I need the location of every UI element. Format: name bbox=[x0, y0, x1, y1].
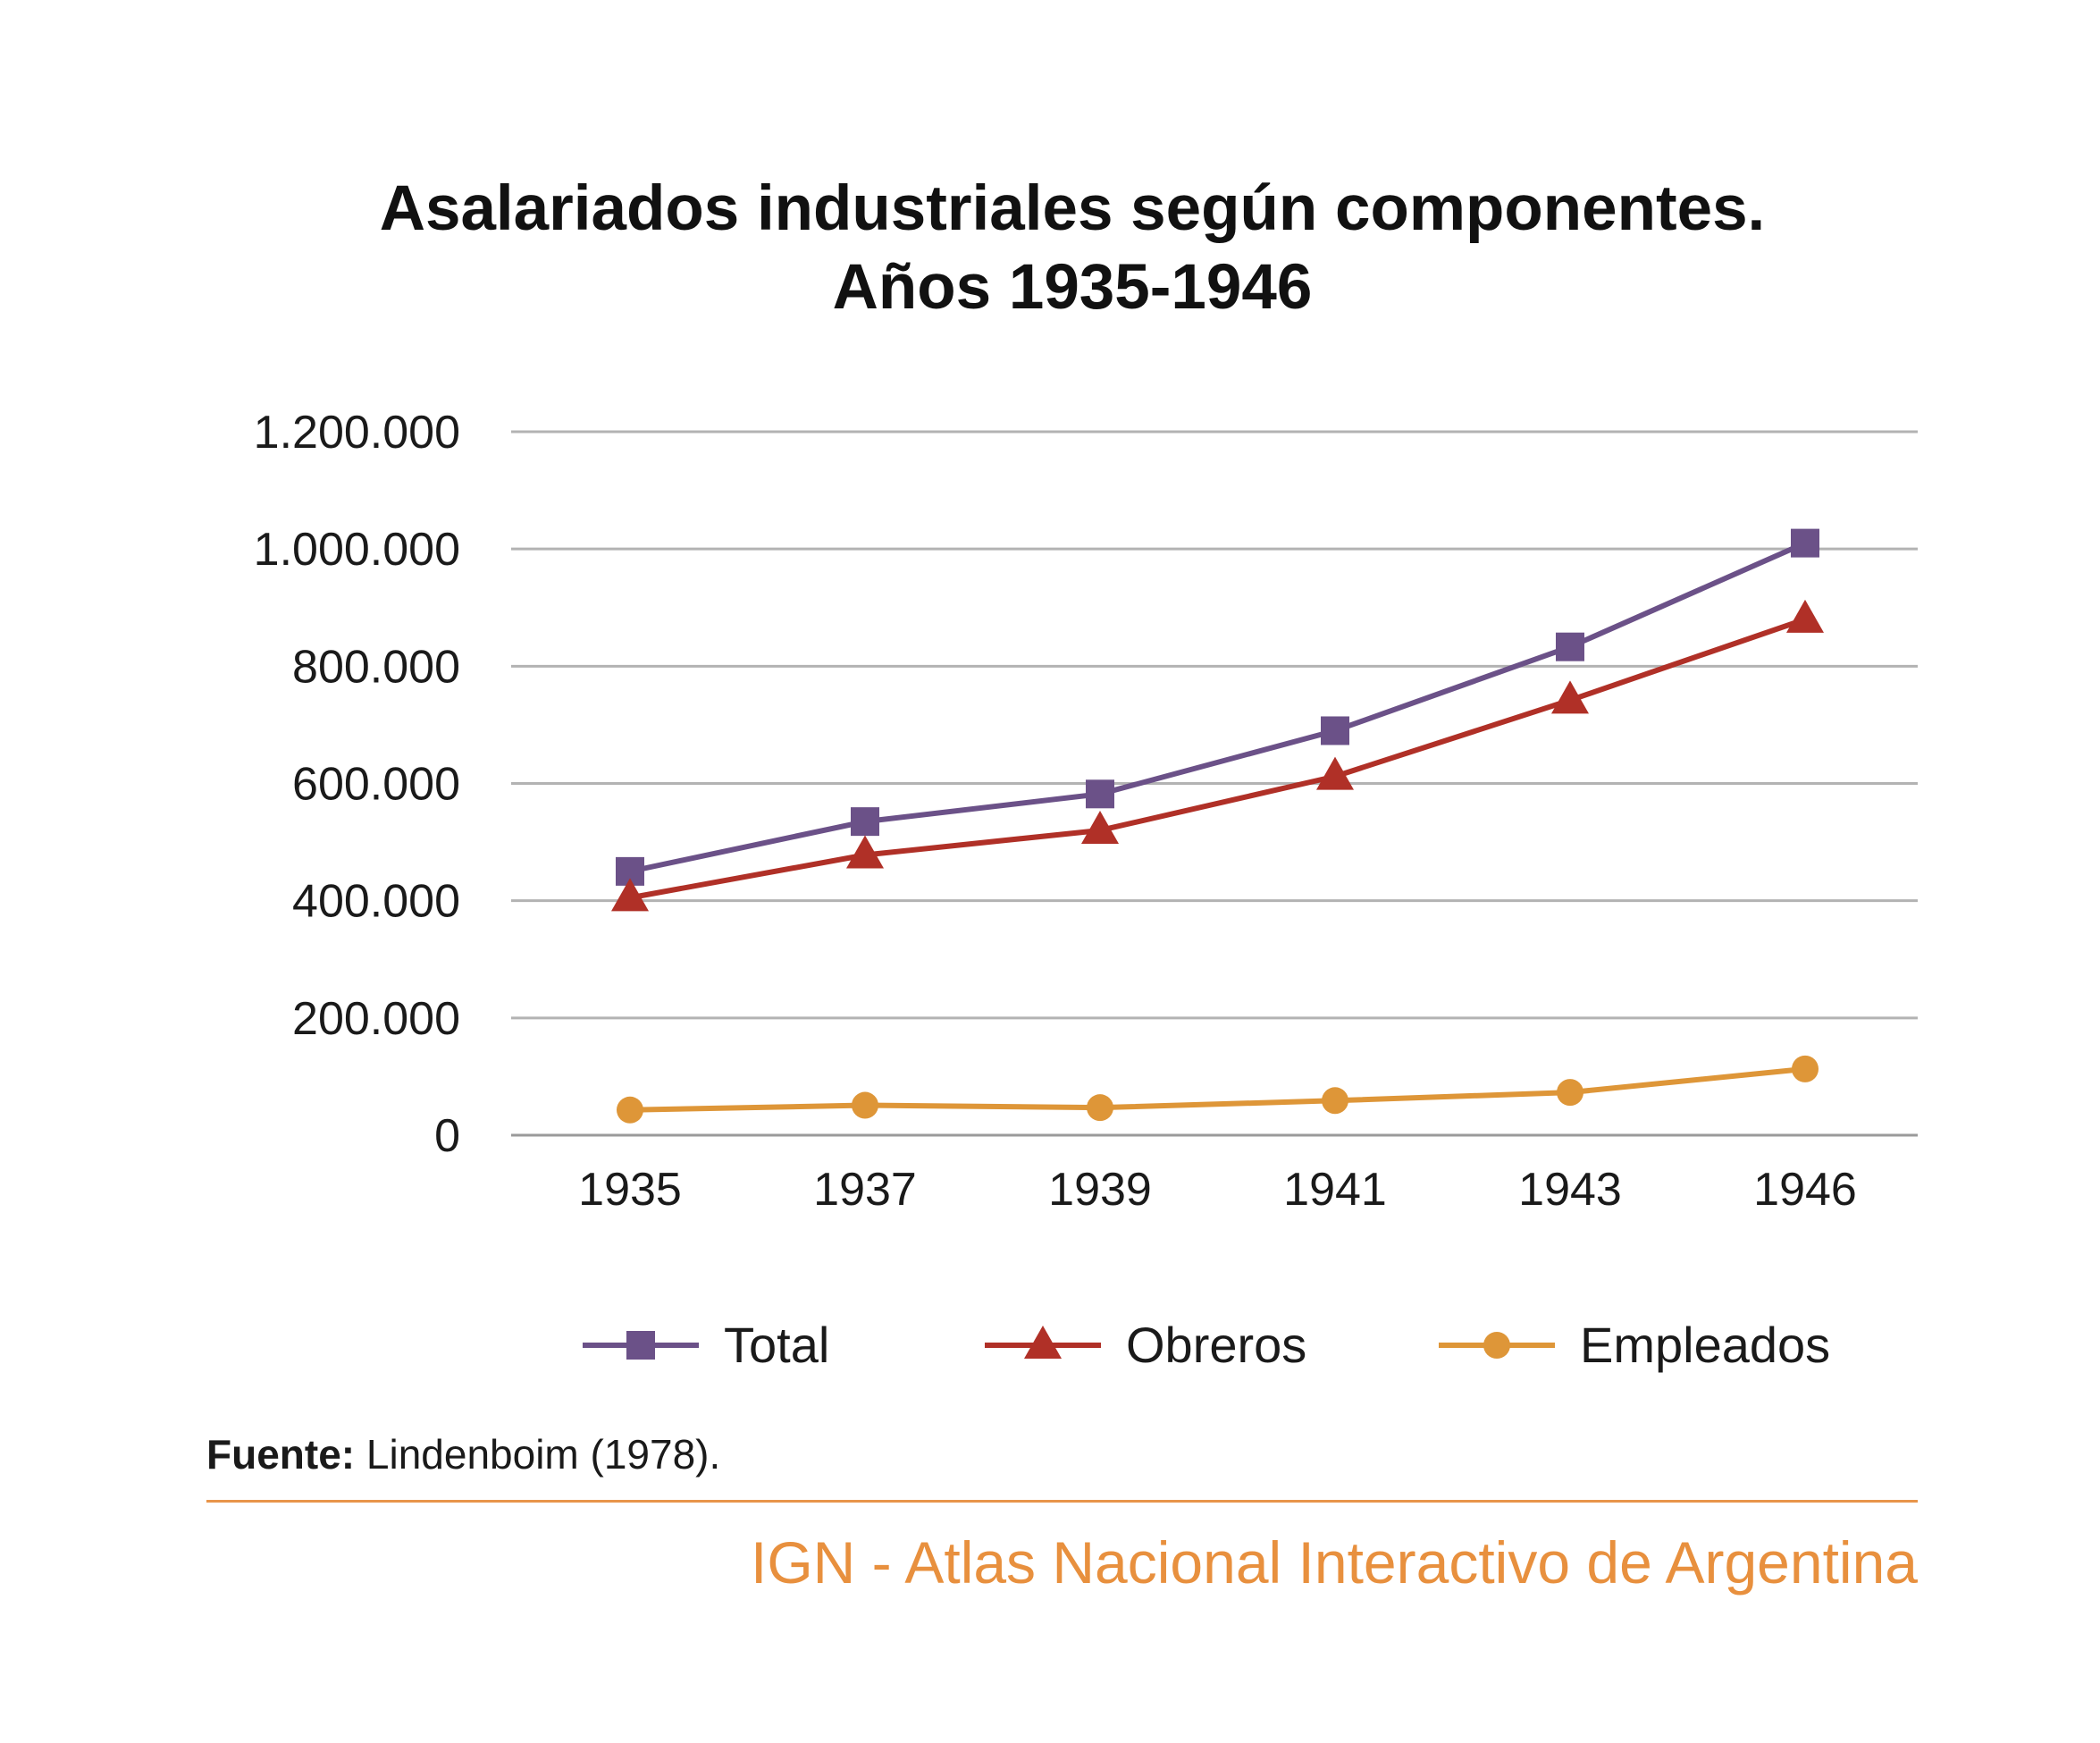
x-tick-label: 1946 bbox=[1753, 1164, 1857, 1216]
chart-title: Asalariados industriales según component… bbox=[0, 170, 2100, 327]
x-tick-label: 1935 bbox=[578, 1164, 682, 1216]
data-point-empleados bbox=[1087, 1094, 1113, 1122]
legend-item-total: Total bbox=[583, 1317, 829, 1373]
data-point-total bbox=[1791, 528, 1819, 558]
y-tick-label: 600.000 bbox=[292, 759, 460, 811]
series-line-total bbox=[629, 540, 1807, 874]
grid-lines bbox=[511, 430, 1918, 1137]
source-label: Fuente: bbox=[206, 1431, 356, 1478]
series-line-obreros bbox=[629, 617, 1806, 901]
data-point-empleados bbox=[852, 1091, 878, 1119]
source-text: Lindenboim (1978). bbox=[355, 1431, 721, 1478]
x-axis-ticks: 1935 1937 1939 1941 1943 1946 bbox=[578, 1164, 1857, 1216]
data-point-obreros bbox=[1316, 756, 1354, 790]
x-tick-label: 1937 bbox=[813, 1164, 917, 1216]
data-point-total bbox=[851, 807, 879, 837]
divider bbox=[206, 1500, 1918, 1503]
x-tick-label: 1939 bbox=[1048, 1164, 1152, 1216]
legend: Total Obreros Empleados bbox=[583, 1317, 1830, 1373]
y-tick-label: 800.000 bbox=[292, 641, 460, 693]
series-group bbox=[611, 528, 1824, 1124]
legend-marker-obreros bbox=[1024, 1326, 1062, 1359]
y-tick-label: 200.000 bbox=[292, 993, 460, 1045]
data-point-total bbox=[1556, 632, 1584, 661]
y-axis-ticks: 0 200.000 400.000 600.000 800.000 1.000.000 1.… bbox=[254, 407, 460, 1162]
data-point-empleados bbox=[617, 1096, 643, 1124]
y-tick-label: 1.000.000 bbox=[254, 524, 460, 576]
y-tick-label: 400.000 bbox=[292, 876, 460, 928]
legend-marker-total bbox=[626, 1331, 655, 1360]
data-point-obreros bbox=[1551, 680, 1589, 714]
legend-label-empleados: Empleados bbox=[1580, 1317, 1830, 1373]
data-point-obreros bbox=[846, 835, 884, 869]
data-point-total bbox=[1321, 716, 1349, 745]
line-chart: 0 200.000 400.000 600.000 800.000 1.000.000 1.… bbox=[254, 407, 1918, 1373]
data-point-obreros bbox=[1081, 810, 1119, 844]
x-tick-label: 1943 bbox=[1518, 1164, 1622, 1216]
data-point-empleados bbox=[1557, 1079, 1583, 1107]
credit-text: IGN - Atlas Nacional Interactivo de Arge… bbox=[750, 1529, 1918, 1596]
series-total bbox=[616, 528, 1819, 886]
series-obreros bbox=[611, 599, 1824, 912]
data-point-obreros bbox=[1786, 599, 1824, 633]
data-point-total bbox=[1086, 779, 1114, 809]
legend-item-obreros: Obreros bbox=[985, 1317, 1306, 1373]
data-point-empleados bbox=[1322, 1087, 1348, 1115]
source-note: Fuente: Lindenboim (1978). bbox=[206, 1430, 720, 1478]
legend-label-obreros: Obreros bbox=[1126, 1317, 1306, 1373]
data-point-obreros bbox=[611, 878, 649, 912]
chart-title-line1: Asalariados industriales según component… bbox=[379, 173, 1766, 244]
series-line-empleados bbox=[629, 1065, 1806, 1113]
y-tick-label: 1.200.000 bbox=[254, 407, 460, 459]
series-empleados bbox=[617, 1055, 1819, 1124]
legend-marker-empleados bbox=[1483, 1332, 1510, 1359]
data-point-empleados bbox=[1792, 1055, 1819, 1082]
chart-subtitle: Años 1935-1946 bbox=[832, 252, 1313, 323]
legend-label-total: Total bbox=[724, 1317, 829, 1373]
x-tick-label: 1941 bbox=[1283, 1164, 1387, 1216]
legend-item-empleados: Empleados bbox=[1439, 1317, 1830, 1373]
y-tick-label: 0 bbox=[434, 1110, 460, 1162]
